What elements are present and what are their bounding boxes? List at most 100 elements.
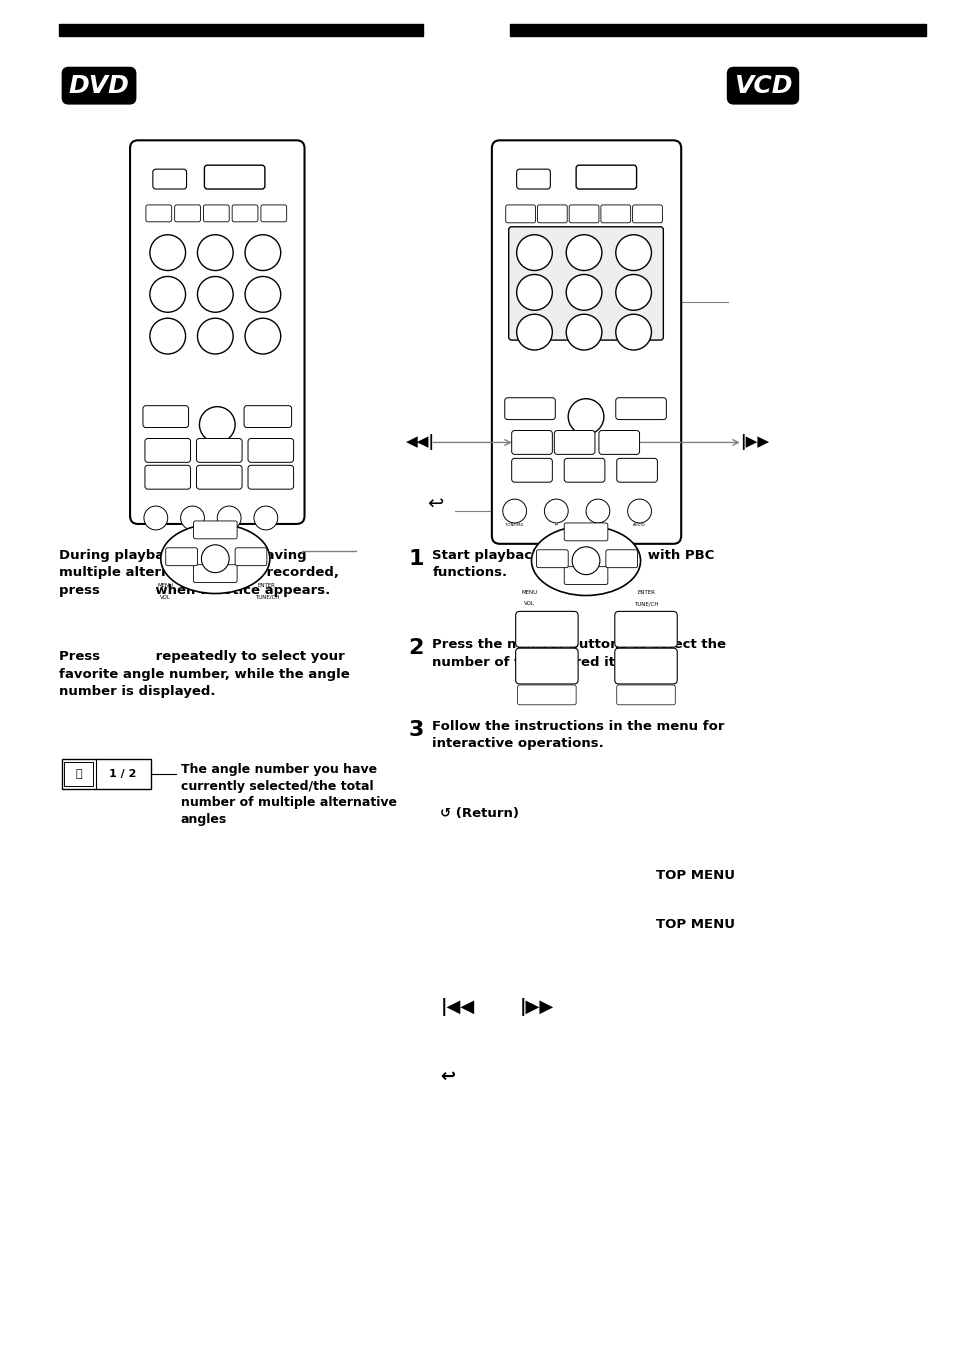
Text: SOUND: SOUND <box>635 691 655 696</box>
FancyBboxPatch shape <box>598 430 639 454</box>
Circle shape <box>217 506 241 530</box>
Circle shape <box>627 499 651 523</box>
FancyBboxPatch shape <box>174 206 200 222</box>
FancyBboxPatch shape <box>152 169 187 189</box>
Text: RADIO: RADIO <box>640 212 654 216</box>
Text: 3: 3 <box>628 246 638 260</box>
FancyBboxPatch shape <box>504 397 555 419</box>
Text: MUTING: MUTING <box>535 691 557 696</box>
Circle shape <box>150 276 186 312</box>
Ellipse shape <box>531 526 639 595</box>
Text: 1: 1 <box>408 549 424 569</box>
FancyBboxPatch shape <box>617 685 675 704</box>
Text: 4: 4 <box>529 285 538 299</box>
Text: ▼: ▼ <box>581 584 589 595</box>
Text: 1 / 2: 1 / 2 <box>110 769 136 779</box>
Text: ENTER: ENTER <box>257 583 275 588</box>
FancyBboxPatch shape <box>193 521 237 539</box>
Circle shape <box>180 506 204 530</box>
FancyBboxPatch shape <box>492 141 680 544</box>
FancyBboxPatch shape <box>248 465 294 489</box>
Text: 1: 1 <box>529 246 538 260</box>
Text: Start playback of a video      with PBC
functions.: Start playback of a video with PBC funct… <box>432 549 714 579</box>
Bar <box>509 24 925 37</box>
Text: +: + <box>538 621 553 638</box>
Text: RADIO: RADIO <box>267 211 280 215</box>
Circle shape <box>150 235 186 270</box>
Circle shape <box>568 399 603 434</box>
Text: OFF: OFF <box>225 173 243 181</box>
Text: ↩: ↩ <box>427 493 443 512</box>
Text: VCD: VCD <box>733 73 791 97</box>
Text: OFF: OFF <box>597 173 615 181</box>
Text: SLOW▶▶: SLOW▶▶ <box>258 475 283 480</box>
FancyBboxPatch shape <box>196 438 242 462</box>
Circle shape <box>253 506 277 530</box>
Text: Follow the instructions in the menu for
interactive operations.: Follow the instructions in the menu for … <box>432 719 724 750</box>
FancyBboxPatch shape <box>234 548 267 565</box>
Circle shape <box>566 274 601 310</box>
Bar <box>59 24 423 37</box>
FancyBboxPatch shape <box>166 548 197 565</box>
Text: ■: ■ <box>216 475 222 480</box>
FancyBboxPatch shape <box>145 438 191 462</box>
Text: ▶||: ▶|| <box>568 438 579 448</box>
Text: REPEAT: REPEAT <box>156 414 174 419</box>
Text: 2: 2 <box>211 246 220 260</box>
Text: AUDIO: AUDIO <box>633 523 645 527</box>
FancyBboxPatch shape <box>632 206 661 223</box>
Circle shape <box>572 546 599 575</box>
Text: ▶: ▶ <box>247 556 254 565</box>
FancyBboxPatch shape <box>203 206 229 222</box>
Text: ↩: ↩ <box>440 1068 455 1086</box>
Circle shape <box>201 545 229 573</box>
Text: |◀◀: |◀◀ <box>524 438 538 448</box>
Text: DVD: DVD <box>240 211 250 215</box>
Text: –: – <box>640 657 649 675</box>
FancyBboxPatch shape <box>130 141 304 525</box>
Text: ♪: ♪ <box>191 525 193 527</box>
Ellipse shape <box>161 525 270 594</box>
FancyBboxPatch shape <box>204 165 265 189</box>
FancyBboxPatch shape <box>146 206 172 222</box>
Circle shape <box>245 276 280 312</box>
FancyBboxPatch shape <box>576 165 636 189</box>
Circle shape <box>502 499 526 523</box>
FancyBboxPatch shape <box>554 430 595 454</box>
FancyBboxPatch shape <box>516 611 578 648</box>
Text: During playback of a DVD having
multiple alternative angles recorded,
press     : During playback of a DVD having multiple… <box>59 549 338 596</box>
Text: TV MENU: TV MENU <box>256 414 279 419</box>
Circle shape <box>517 274 552 310</box>
Circle shape <box>197 318 233 354</box>
FancyBboxPatch shape <box>511 458 552 483</box>
Text: ■: ■ <box>580 468 587 473</box>
Text: ▶: ▶ <box>618 558 625 568</box>
Circle shape <box>615 235 651 270</box>
Text: 3: 3 <box>258 246 268 260</box>
Text: VOL: VOL <box>160 595 171 600</box>
Circle shape <box>199 407 234 442</box>
Text: |◀◀: |◀◀ <box>161 448 174 454</box>
FancyBboxPatch shape <box>605 550 637 568</box>
Text: 6: 6 <box>628 285 638 299</box>
Text: 0: 0 <box>580 410 590 423</box>
Text: |◀◀: |◀◀ <box>440 998 474 1015</box>
Text: SETUP: SETUP <box>162 177 177 181</box>
Text: AUX: AUX <box>183 211 192 215</box>
Text: 📷: 📷 <box>75 769 82 779</box>
Circle shape <box>615 314 651 350</box>
Text: MENU: MENU <box>157 583 173 588</box>
Text: ◀: ◀ <box>548 558 556 568</box>
Circle shape <box>144 506 168 530</box>
FancyBboxPatch shape <box>143 406 189 427</box>
Circle shape <box>245 235 280 270</box>
Circle shape <box>245 318 280 354</box>
FancyBboxPatch shape <box>232 206 257 222</box>
Text: 0: 0 <box>213 418 222 431</box>
FancyBboxPatch shape <box>563 458 604 483</box>
Text: MENU: MENU <box>521 589 537 595</box>
Text: 5: 5 <box>578 285 588 299</box>
Text: 9: 9 <box>628 324 638 339</box>
Text: TV MENU: TV MENU <box>629 406 651 411</box>
FancyBboxPatch shape <box>614 648 677 684</box>
